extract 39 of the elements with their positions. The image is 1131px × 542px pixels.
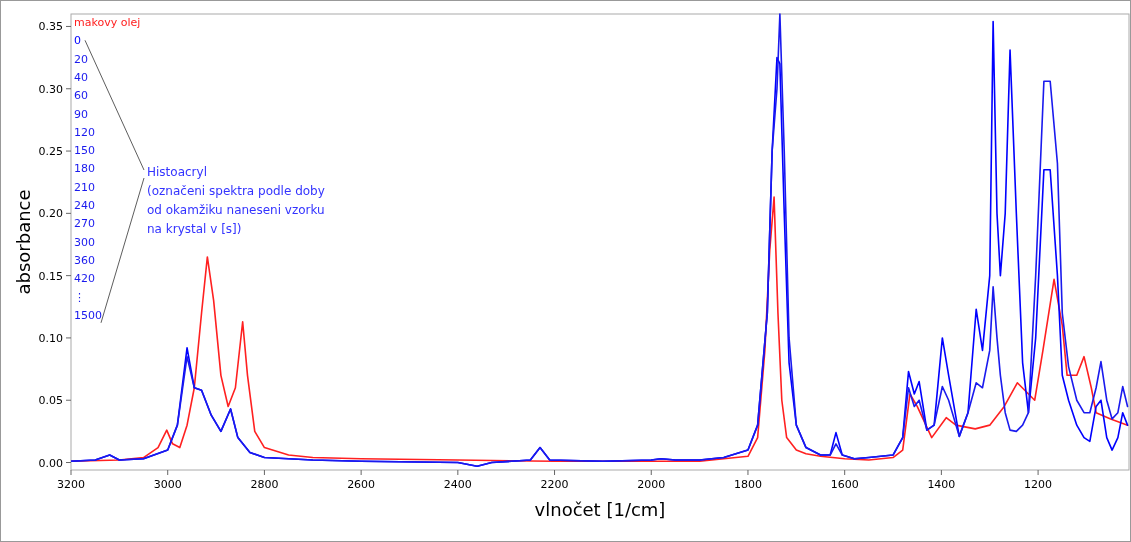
- annotation: 90: [74, 107, 88, 121]
- x-tick-label: 2400: [443, 478, 472, 491]
- x-tick-label: 2600: [347, 478, 376, 491]
- annotation: 180: [74, 162, 95, 176]
- x-tick-label: 2200: [540, 478, 569, 491]
- y-tick-label: 0.25: [38, 145, 63, 159]
- y-tick-label: 0.05: [38, 394, 63, 408]
- y-axis-title: absorbance: [13, 189, 34, 295]
- text: 1500: [74, 308, 102, 322]
- y-tick-label: 0.10: [38, 331, 63, 345]
- x-tick-label: 3200: [57, 478, 85, 491]
- annotation: ⋮: [74, 290, 85, 304]
- x-tick-label: 1600: [830, 478, 859, 491]
- y-tick-label: 0.30: [38, 82, 63, 96]
- annotation: 360: [74, 253, 95, 267]
- annotation: 210: [74, 180, 95, 194]
- x-tick-label: 1400: [927, 478, 956, 491]
- x-tick-label: 1800: [733, 478, 762, 491]
- annotation: 40: [74, 70, 88, 84]
- x-tick-label: 3000: [153, 478, 182, 491]
- x-tick-label: 1200: [1024, 478, 1053, 491]
- annotation: 240: [74, 199, 95, 212]
- annotation: 120: [74, 125, 95, 139]
- y-tick-label: 0.00: [38, 456, 63, 470]
- annotation: 420: [74, 272, 95, 286]
- y-tick-label: 0.15: [38, 269, 63, 283]
- y-tick-label: 0.35: [38, 20, 63, 34]
- annotation: 300: [74, 235, 95, 249]
- x-tick-label: 2000: [637, 478, 666, 491]
- text: 0: [74, 34, 81, 48]
- x-axis-title: vlnočet [1/cm]: [534, 499, 666, 520]
- annotation: Histoacryl (označeni spektra podle doby od okamžiku naneseni vzorku na krystal v [s]): [147, 165, 325, 236]
- annotation: 270: [74, 217, 95, 231]
- text: makovy olej: [74, 16, 141, 29]
- y-tick-label: 0.20: [38, 207, 63, 221]
- annotation: 20: [74, 52, 88, 66]
- x-tick-label: 2800: [250, 478, 279, 491]
- annotation: 150: [74, 144, 95, 158]
- annotation: 60: [74, 89, 88, 103]
